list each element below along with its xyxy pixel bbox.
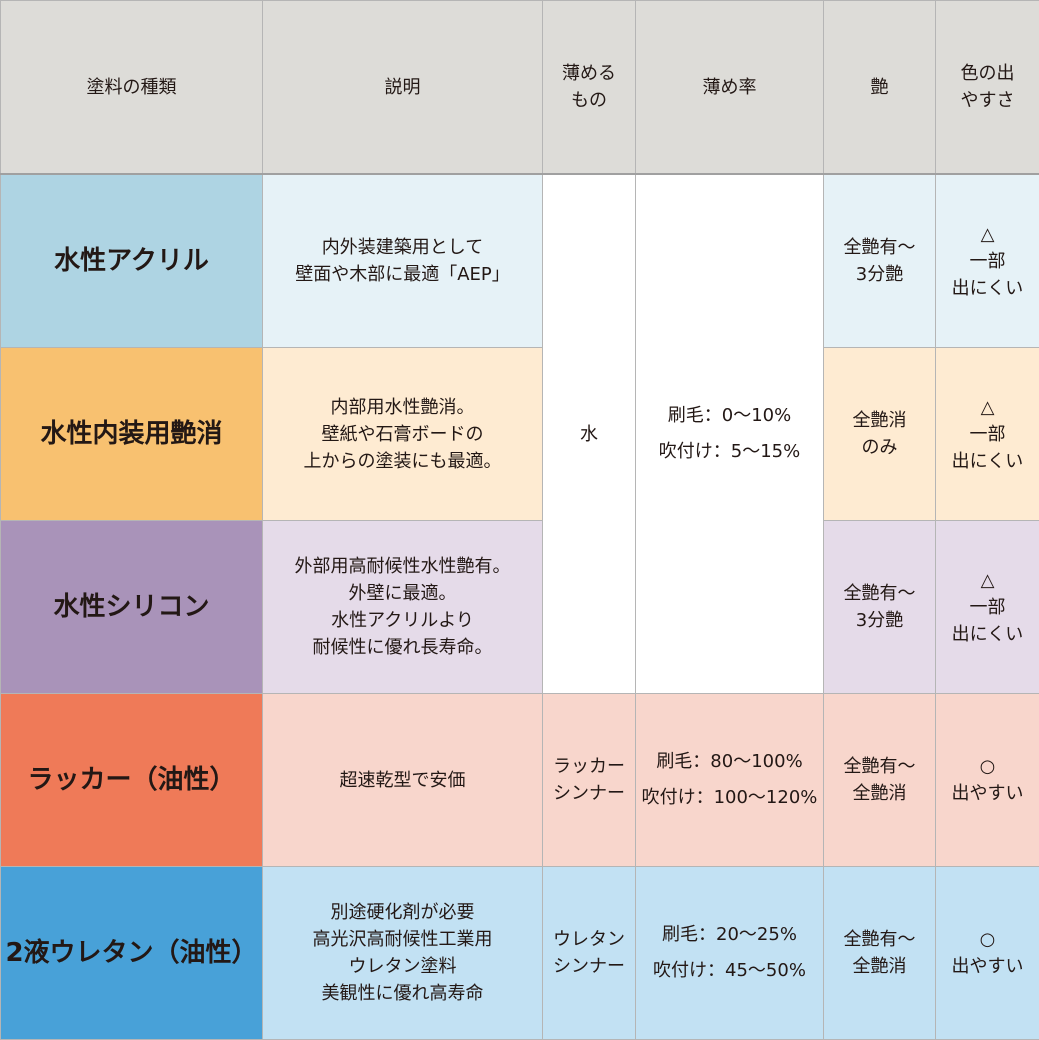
header-paint-type: 塗料の種類 bbox=[1, 1, 263, 175]
color-ease: △ 一部 出にくい bbox=[936, 348, 1039, 521]
color-ease: ○ 出やすい bbox=[936, 867, 1039, 1040]
thinner-shared: 水 bbox=[543, 174, 636, 694]
gloss: 全艶消 のみ bbox=[824, 348, 936, 521]
header-gloss: 艶 bbox=[824, 1, 936, 175]
table-row: 水性アクリル 内外装建築用として 壁面や木部に最適「AEP」 水 刷毛：0〜10… bbox=[1, 174, 1039, 348]
header-description: 説明 bbox=[263, 1, 543, 175]
table-row: 水性内装用艶消 内部用水性艶消。 壁紙や石膏ボードの 上からの塗装にも最適。 全… bbox=[1, 348, 1039, 521]
paint-name: 水性内装用艶消 bbox=[1, 348, 263, 521]
ratio: 刷毛：80〜100% 吹付け：100〜120% bbox=[636, 694, 824, 867]
gloss: 全艶有〜 3分艶 bbox=[824, 174, 936, 348]
ratio: 刷毛：20〜25% 吹付け：45〜50% bbox=[636, 867, 824, 1040]
gloss: 全艶有〜 3分艶 bbox=[824, 521, 936, 694]
description: 超速乾型で安価 bbox=[263, 694, 543, 867]
table-row: 2液ウレタン（油性） 別途硬化剤が必要 高光沢高耐候性工業用 ウレタン塗料 美観… bbox=[1, 867, 1039, 1040]
header-ratio: 薄め率 bbox=[636, 1, 824, 175]
color-ease: △ 一部 出にくい bbox=[936, 521, 1039, 694]
header-thinner: 薄める もの bbox=[543, 1, 636, 175]
paint-name: 2液ウレタン（油性） bbox=[1, 867, 263, 1040]
thinner: ウレタン シンナー bbox=[543, 867, 636, 1040]
paint-name: 水性シリコン bbox=[1, 521, 263, 694]
table-row: ラッカー（油性） 超速乾型で安価 ラッカー シンナー 刷毛：80〜100% 吹付… bbox=[1, 694, 1039, 867]
table-row: 水性シリコン 外部用高耐候性水性艶有。 外壁に最適。 水性アクリルより 耐候性に… bbox=[1, 521, 1039, 694]
ratio-shared: 刷毛：0〜10% 吹付け：5〜15% bbox=[636, 174, 824, 694]
gloss: 全艶有〜 全艶消 bbox=[824, 867, 936, 1040]
description: 内外装建築用として 壁面や木部に最適「AEP」 bbox=[263, 174, 543, 348]
paint-name: ラッカー（油性） bbox=[1, 694, 263, 867]
gloss: 全艶有〜 全艶消 bbox=[824, 694, 936, 867]
description: 内部用水性艶消。 壁紙や石膏ボードの 上からの塗装にも最適。 bbox=[263, 348, 543, 521]
header-color-ease: 色の出 やすさ bbox=[936, 1, 1039, 175]
color-ease: ○ 出やすい bbox=[936, 694, 1039, 867]
paint-name: 水性アクリル bbox=[1, 174, 263, 348]
description: 外部用高耐候性水性艶有。 外壁に最適。 水性アクリルより 耐候性に優れ長寿命。 bbox=[263, 521, 543, 694]
thinner: ラッカー シンナー bbox=[543, 694, 636, 867]
header-row: 塗料の種類 説明 薄める もの 薄め率 艶 色の出 やすさ bbox=[1, 1, 1039, 175]
color-ease: △ 一部 出にくい bbox=[936, 174, 1039, 348]
description: 別途硬化剤が必要 高光沢高耐候性工業用 ウレタン塗料 美観性に優れ高寿命 bbox=[263, 867, 543, 1040]
